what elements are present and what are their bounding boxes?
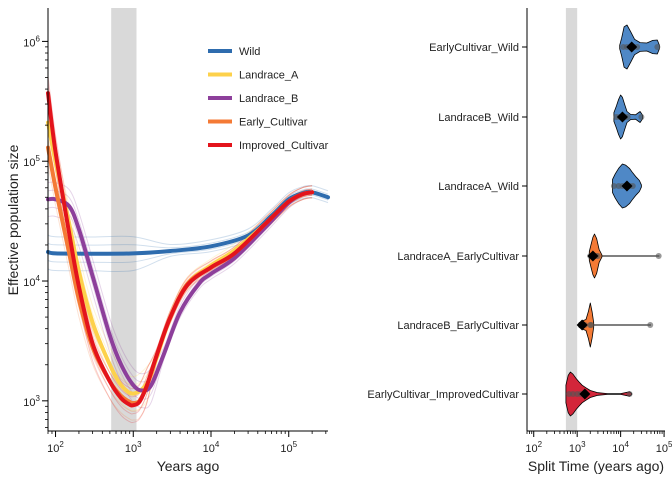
ne-shaded-band: [111, 8, 137, 431]
ne-x-axis-label: Years ago: [157, 458, 220, 474]
split-point-2-0: [610, 183, 617, 189]
ne-y-tick-label: 106: [23, 34, 40, 49]
ne-x-tick-label: 102: [47, 440, 64, 455]
split-category-label-5: EarlyCultivar_ImprovedCultivar: [367, 389, 519, 401]
split-category-label-3: LandraceA_EarlyCultivar: [397, 251, 519, 263]
split-category-label-1: LandraceB_Wild: [438, 112, 519, 124]
split-point-4-4: [647, 322, 654, 328]
split-category-label-0: EarlyCultivar_Wild: [429, 42, 519, 54]
ne-series-line-2: [46, 190, 315, 393]
split-x-ticks: 102 103 104 105: [525, 431, 672, 455]
ne-replicate-line-0-3: [47, 185, 329, 246]
split-point-1-5: [638, 114, 645, 120]
split-x-tick-label: 105: [656, 440, 672, 455]
ne-legend-label-3: Early_Cultivar: [239, 117, 308, 129]
ne-y-ticks: 103 104 105 106: [23, 34, 48, 428]
ne-legend: Wild Landrace_A Landrace_B Early_Cultivar Im…: [208, 46, 329, 152]
split-point-0-5: [654, 44, 661, 50]
split-point-5-5: [626, 391, 633, 397]
ne-replicate-line-2-1: [47, 194, 313, 400]
ne-replicate-line-3-1: [47, 155, 313, 412]
split-point-3-4: [655, 253, 662, 259]
ne-y-tick-label: 104: [23, 274, 40, 289]
ne-series-lines: [46, 91, 330, 408]
ne-chart: 102 103 104 105 103 104 105 106 Years ago Effe…: [5, 8, 330, 474]
ne-legend-label-2: Landrace_B: [239, 93, 298, 105]
split-x-tick-label: 103: [569, 440, 586, 455]
split-violins: [565, 24, 662, 417]
ne-replicate-line-0-2: [47, 188, 329, 249]
split-point-5-1: [569, 391, 576, 397]
split-mean-marker-2: [621, 180, 633, 192]
split-category-label-4: LandraceB_EarlyCultivar: [397, 320, 519, 332]
split-point-4-3: [588, 322, 595, 328]
split-x-axis-label: Split Time (years ago): [528, 458, 664, 474]
ne-replicate-line-2-0: [47, 197, 313, 409]
ne-series-line-4: [46, 91, 315, 408]
split-mean-marker-4: [576, 319, 588, 331]
ne-legend-label-1: Landrace_A: [239, 70, 299, 82]
ne-x-tick-label: 105: [280, 440, 297, 455]
split-time-chart: 102 103 104 105 EarlyCultivar_Wild LandraceB…: [367, 8, 672, 474]
ne-legend-label-0: Wild: [239, 46, 260, 58]
ne-y-axis-label: Effective population size: [5, 144, 21, 295]
split-mean-marker-5: [579, 388, 591, 400]
split-category-label-2: LandraceA_Wild: [438, 181, 519, 193]
split-x-tick-label: 104: [612, 440, 629, 455]
split-mean-marker-1: [616, 111, 628, 123]
split-shaded-band: [565, 8, 578, 431]
split-mean-marker-3: [587, 250, 599, 262]
ne-replicate-line-1-3: [47, 105, 313, 378]
ne-legend-label-4: Improved_Cultivar: [239, 140, 329, 152]
ne-series-line-0: [46, 189, 330, 256]
split-mean-marker-0: [626, 41, 638, 53]
ne-x-tick-label: 104: [203, 440, 220, 455]
split-x-tick-label: 102: [525, 440, 542, 455]
split-category-labels: EarlyCultivar_Wild LandraceB_Wild Landrace…: [367, 42, 527, 401]
ne-y-tick-label: 105: [23, 154, 40, 169]
ne-y-tick-label: 103: [23, 394, 40, 409]
split-point-2-5: [629, 183, 636, 189]
ne-x-ticks: 102 103 104 105: [47, 431, 327, 455]
ne-x-tick-label: 103: [125, 440, 142, 455]
